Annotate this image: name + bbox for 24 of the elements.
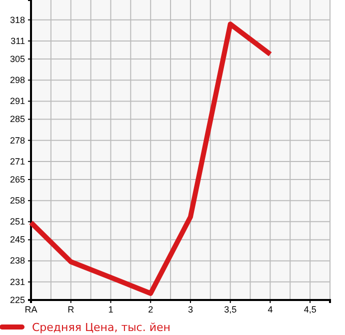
y-tick-label: 298 [10, 75, 25, 85]
x-tick-label: RA [24, 304, 38, 314]
x-tick-label: 3,5 [224, 304, 237, 314]
y-tick-label: 245 [10, 234, 25, 245]
x-tick-label: 3 [188, 304, 193, 314]
legend-label: Средняя Цена, тыс. йен [32, 321, 170, 334]
x-tick-label: 4,5 [304, 304, 316, 314]
y-tick-label: 305 [10, 54, 25, 64]
y-tick-label: 285 [10, 114, 25, 124]
x-tick-label: 4 [268, 304, 273, 314]
y-tick-label: 318 [10, 14, 25, 25]
y-tick-label: 251 [10, 216, 25, 227]
y-tick-label: 265 [10, 174, 25, 184]
y-tick-label: 271 [10, 156, 25, 166]
y-tick-label: 225 [10, 294, 25, 305]
y-tick-label: 238 [10, 256, 25, 266]
y-tick-label: 231 [10, 276, 25, 287]
y-tick-label: 291 [10, 96, 25, 106]
y-tick-label: 278 [10, 135, 25, 146]
x-tick-label: R [68, 304, 75, 314]
x-tick-label: 2 [148, 304, 154, 314]
x-tick-label: 1 [108, 304, 114, 314]
y-tick-label: 311 [10, 36, 25, 46]
y-tick-label: 258 [10, 195, 25, 206]
